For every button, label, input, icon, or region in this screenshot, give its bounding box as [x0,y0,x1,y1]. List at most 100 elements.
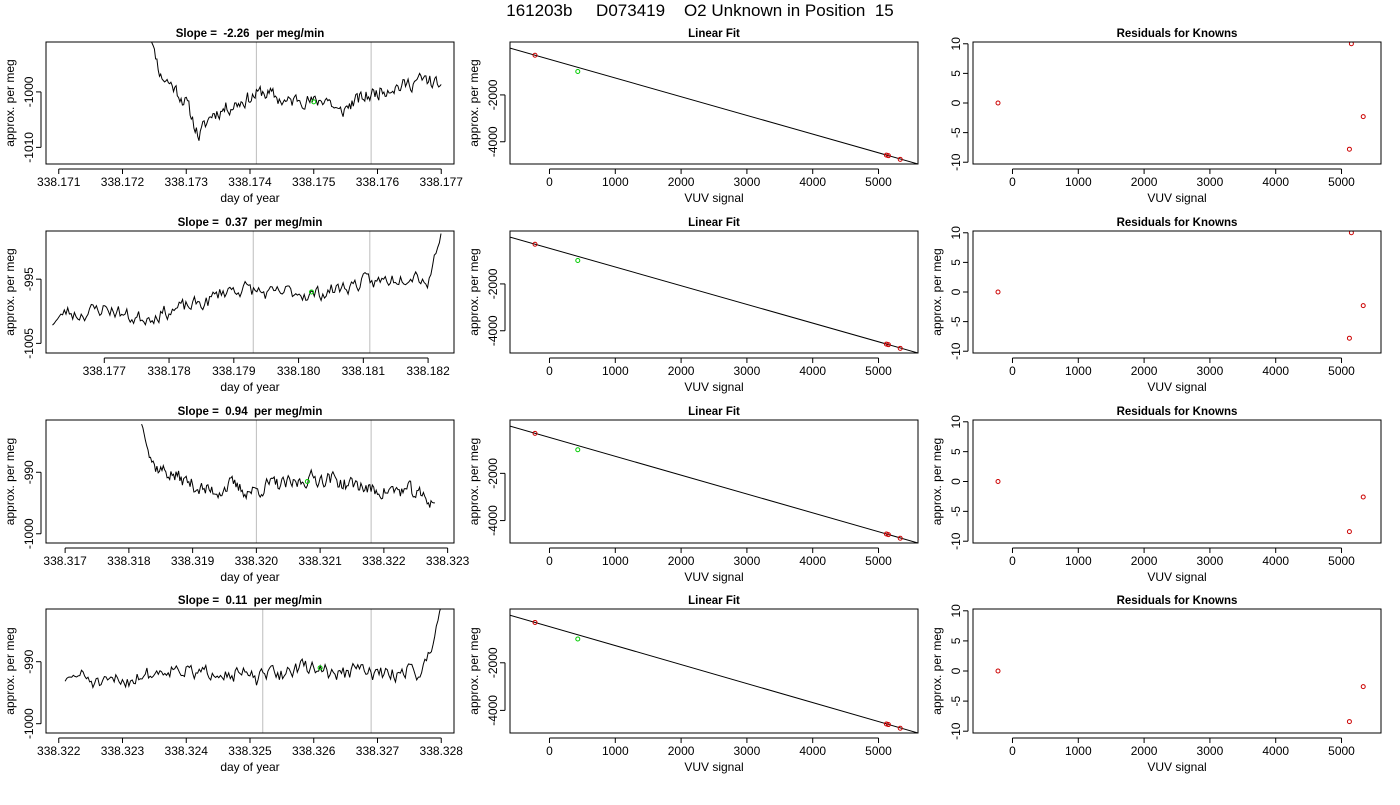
data-point [1346,335,1352,341]
x-tick-label: 5000 [1328,175,1355,189]
x-tick-label: 0 [1009,744,1016,758]
data-point [1348,42,1354,47]
y-tick-label: -2000 [486,458,500,489]
x-axis-label: VUV signal [1147,760,1206,774]
x-tick-label: 338.176 [356,175,400,189]
y-tick-label: -2000 [486,268,500,299]
y-axis-label: approx. per meg [467,438,481,525]
x-tick-label: 1000 [1065,554,1092,568]
data-point [885,532,891,538]
plot-frame [509,419,919,544]
x-tick-label: 0 [546,175,553,189]
x-tick-label: 2000 [668,554,695,568]
y-tick-label: -10 [949,153,963,171]
data-point [575,69,581,75]
x-tick-label: 5000 [865,175,892,189]
plot-area [64,609,441,733]
plot-frame [509,230,919,354]
plot-frame [509,608,919,734]
data-point [1360,114,1366,120]
x-tick-label: 338.317 [43,554,87,568]
y-tick-label: -5 [949,506,963,517]
plot-area [995,479,1366,535]
panel-timeseries-row-2: Slope = 0.37 per meg/min 338.177 338.178 33… [3,217,455,394]
y-tick-label: 10 [949,415,963,429]
unknown-marker [311,99,317,105]
y-tick-label: 5 [949,259,963,266]
y-tick-label: -1005 [22,328,36,359]
data-line [151,42,442,141]
panel-linear-fit-row-4: Linear Fit 0 1000 2000 3000 4000 5000 VUV signa… [467,595,919,774]
data-point [1360,684,1366,690]
panel-title: Slope = 0.37 per meg/min [178,217,323,229]
y-tick-label: -5 [949,127,963,138]
panel-title: Slope = 0.11 per meg/min [178,595,322,607]
x-tick-label: 338.178 [147,364,191,378]
x-axis-label: day of year [220,570,279,584]
x-tick-label: 338.318 [107,554,151,568]
x-axis-label: day of year [220,380,279,394]
plot-area [995,231,1366,341]
x-tick-label: 1000 [1065,175,1092,189]
y-tick-label: -4000 [486,695,500,726]
plot-frame [45,419,455,544]
x-tick-label: 3000 [1197,744,1224,758]
y-tick-label: -1000 [22,518,36,549]
y-axis-label: approx. per meg [467,627,481,714]
data-point [897,156,903,162]
y-tick-label: 5 [949,637,963,644]
data-point [532,52,538,58]
y-tick-label: -1010 [22,132,36,163]
data-point [1346,146,1352,152]
y-axis-label: approx. per meg [3,627,17,714]
x-tick-label: 0 [546,744,553,758]
fit-line [510,425,918,543]
panel-residuals-row-4: Residuals for Knowns 0 1000 2000 3000 4000 500… [930,595,1382,774]
data-point [575,447,581,453]
x-axis-label: VUV signal [1147,380,1206,394]
data-point [1360,494,1366,500]
y-tick-label: 0 [949,667,963,674]
plot-area [995,42,1366,152]
data-line [141,423,435,508]
fit-line [510,236,918,353]
y-tick-label: -4000 [486,505,500,536]
y-tick-label: 0 [949,478,963,485]
y-tick-label: -10 [949,722,963,740]
y-tick-label: 5 [949,448,963,455]
x-tick-label: 4000 [799,364,826,378]
unknown-marker [317,665,323,671]
x-tick-label: 338.179 [212,364,256,378]
x-tick-label: 2000 [1131,175,1158,189]
data-point [532,619,538,625]
x-tick-label: 0 [546,554,553,568]
y-axis-label: approx. per meg [3,59,17,146]
x-axis-label: VUV signal [684,760,743,774]
panel-title: Slope = 0.94 per meg/min [178,406,323,418]
panel-title: Linear Fit [688,595,740,607]
panel-residuals-row-3: Residuals for Knowns 0 1000 2000 3000 4000 500… [930,406,1382,584]
plot-area [510,614,918,733]
x-tick-label: 338.320 [235,554,279,568]
fit-line [510,614,918,733]
unknown-marker [309,289,315,295]
x-tick-label: 5000 [1328,364,1355,378]
figure-title: 161203b D073419 O2 Unknown in Position 1… [506,1,894,20]
y-tick-label: 10 [949,37,963,51]
x-tick-label: 4000 [799,554,826,568]
x-tick-label: 3000 [734,554,761,568]
x-tick-label: 338.172 [101,175,145,189]
y-tick-label: -995 [22,267,36,291]
y-axis-label: approx. per meg [467,248,481,335]
y-tick-label: -5 [949,316,963,327]
x-tick-label: 1000 [1065,364,1092,378]
x-tick-label: 338.177 [420,175,464,189]
x-axis-label: VUV signal [684,191,743,205]
plot-area [151,42,442,164]
x-tick-label: 1000 [1065,744,1092,758]
y-tick-label: -990 [22,649,36,673]
x-tick-label: 5000 [1328,744,1355,758]
data-point [575,258,581,264]
panel-title: Slope = -2.26 per meg/min [176,28,325,40]
x-tick-label: 2000 [668,364,695,378]
